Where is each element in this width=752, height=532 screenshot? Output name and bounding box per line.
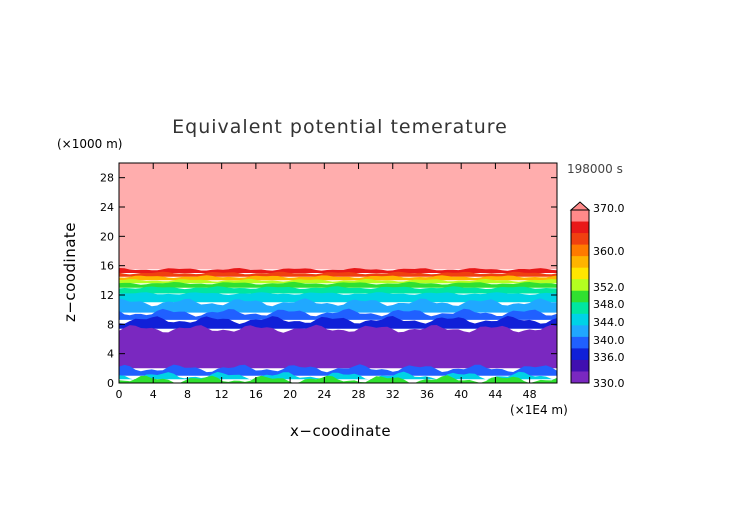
x-axis-label: x−coodinate — [290, 422, 392, 440]
theta-band — [119, 275, 557, 281]
x-tick-label: 24 — [317, 388, 331, 401]
y-tick-label: 24 — [100, 201, 114, 214]
theta-band — [119, 268, 557, 273]
theta-band — [119, 364, 557, 376]
x-tick-label: 40 — [454, 388, 468, 401]
theta-band — [119, 375, 557, 383]
colorbar-segment — [571, 210, 589, 223]
colorbar-segment — [571, 244, 589, 257]
time-label: 198000 s — [567, 162, 623, 176]
colorbar-label: 340.0 — [593, 334, 625, 347]
theta-band — [119, 324, 557, 369]
theta-band — [119, 292, 557, 303]
x-tick-label: 16 — [249, 388, 263, 401]
colorbar-label: 352.0 — [593, 281, 625, 294]
y-tick-label: 20 — [100, 230, 114, 243]
colorbar-segment — [571, 325, 589, 338]
theta-band — [119, 281, 557, 288]
theta-band — [119, 286, 557, 294]
x-tick-label: 8 — [184, 388, 191, 401]
theta-band — [119, 271, 557, 277]
y-tick-label: 12 — [100, 289, 114, 302]
x-tick-label: 28 — [352, 388, 366, 401]
colorbar-segment — [571, 348, 589, 361]
x-tick-label: 20 — [283, 388, 297, 401]
plot-frame — [118, 162, 558, 384]
x-tick-label: 12 — [215, 388, 229, 401]
x-tick-label: 4 — [150, 388, 157, 401]
colorbar-segment — [571, 336, 589, 349]
x-axis-unit: (×1E4 m) — [510, 403, 568, 417]
colorbar-segment — [571, 233, 589, 246]
chart-title: Equivalent potential temerature — [172, 116, 508, 138]
colorbar-label: 370.0 — [593, 202, 625, 215]
x-tick-label: 36 — [420, 388, 434, 401]
colorbar-segment — [571, 313, 589, 326]
y-tick-label: 8 — [107, 318, 114, 331]
x-tick-label: 0 — [116, 388, 123, 401]
x-tick-label: 48 — [523, 388, 537, 401]
colorbar-segment — [571, 221, 589, 234]
colorbar-label: 348.0 — [593, 298, 625, 311]
colorbar-segment — [571, 359, 589, 372]
y-axis-unit: (×1000 m) — [57, 137, 123, 151]
colorbar-label: 344.0 — [593, 316, 625, 329]
theta-band — [119, 163, 557, 270]
theta-band — [119, 278, 557, 284]
colorbar-arrow — [569, 201, 591, 211]
colorbar-segment — [571, 256, 589, 269]
colorbar-label: 330.0 — [593, 377, 625, 390]
colorbar-label: 336.0 — [593, 351, 625, 364]
colorbar-segment — [571, 290, 589, 303]
colorbar-segment — [571, 302, 589, 315]
colorbar-segment — [571, 267, 589, 280]
x-tick-label: 44 — [488, 388, 502, 401]
y-tick-label: 4 — [107, 348, 114, 361]
colorbar-segment — [571, 371, 589, 384]
x-tick-label: 32 — [386, 388, 400, 401]
y-tick-label: 0 — [107, 377, 114, 390]
colorbar-label: 360.0 — [593, 245, 625, 258]
theta-band — [119, 315, 557, 329]
y-tick-label: 16 — [100, 260, 114, 273]
colorbar-segment — [571, 279, 589, 292]
theta-band — [119, 308, 557, 320]
colorbar-frame — [570, 209, 590, 384]
y-tick-label: 28 — [100, 172, 114, 185]
